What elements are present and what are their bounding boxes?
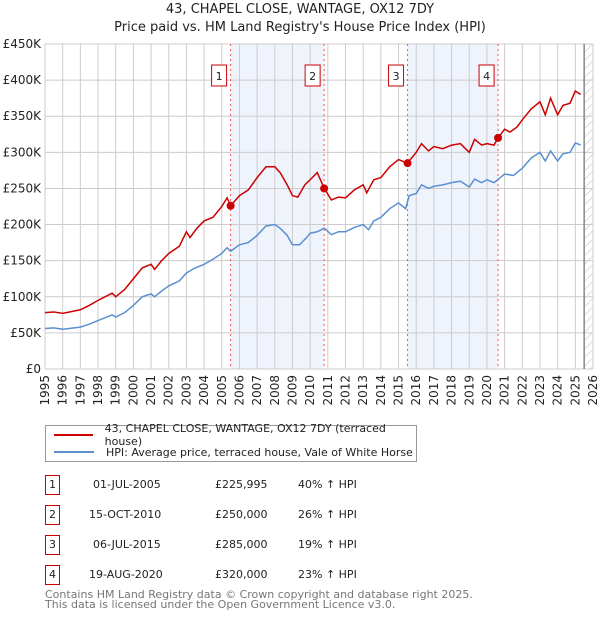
- x-tick-label: 1999: [109, 375, 123, 406]
- y-tick-label: £0: [26, 362, 41, 376]
- footer-copyright: Contains HM Land Registry data © Crown c…: [45, 588, 473, 601]
- sale-date: 15-OCT-2010: [89, 508, 162, 521]
- sale-label-box: [304, 64, 321, 87]
- sale-period-shade: [230, 44, 325, 369]
- sale-label-number: 1: [216, 70, 223, 83]
- sale-hpi-change: 26% ↑ HPI: [298, 508, 357, 521]
- x-tick-label: 2026: [586, 375, 600, 406]
- x-tick-label: 2016: [409, 375, 423, 406]
- x-tick-label: 2011: [321, 375, 335, 406]
- legend-item-hpi: HPI: Average price, terraced house, Vale…: [54, 444, 413, 460]
- sale-number-badge: 3: [45, 535, 60, 555]
- property-price-line: [44, 89, 582, 315]
- x-tick-label: 2005: [215, 375, 229, 406]
- legend-item-property: 43, CHAPEL CLOSE, WANTAGE, OX12 7DY (ter…: [54, 422, 416, 448]
- x-tick-label: 1995: [38, 375, 52, 406]
- chart-title: 43, CHAPEL CLOSE, WANTAGE, OX12 7DY: [165, 2, 435, 17]
- x-tick-label: 2006: [232, 375, 246, 406]
- sale-price: £250,000: [215, 508, 268, 521]
- footer-licence: This data is licensed under the Open Gov…: [45, 598, 396, 611]
- sale-price: £225,995: [215, 478, 268, 491]
- x-tick-label: 2024: [551, 375, 565, 406]
- sale-point: [494, 133, 503, 142]
- y-tick-label: £300K: [3, 145, 43, 159]
- sale-date: 19-AUG-2020: [89, 568, 163, 581]
- sale-price: £320,000: [215, 568, 268, 581]
- x-tick-label: 2001: [144, 375, 158, 406]
- sale-label-box: [211, 64, 228, 87]
- y-tick-label: £200K: [3, 218, 43, 232]
- x-tick-label: 2022: [515, 375, 529, 406]
- x-tick-label: 2013: [356, 375, 370, 406]
- sale-label-box: [478, 64, 495, 87]
- sale-point: [320, 184, 329, 193]
- sale-label-number: 3: [393, 70, 400, 83]
- x-tick-label: 2007: [250, 375, 264, 406]
- x-tick-label: 2020: [480, 375, 494, 406]
- x-tick-label: 2004: [197, 375, 211, 406]
- y-tick-label: £350K: [3, 109, 43, 123]
- y-tick-label: £150K: [3, 254, 43, 268]
- y-tick-label: £400K: [3, 73, 43, 87]
- sale-label-number: 2: [309, 70, 316, 83]
- sale-number-badge: 4: [45, 565, 60, 585]
- legend-label-hpi: HPI: Average price, terraced house, Vale…: [106, 445, 413, 459]
- sale-hpi-change: 19% ↑ HPI: [298, 538, 357, 551]
- x-tick-label: 2009: [285, 375, 299, 406]
- hpi-line: [44, 142, 581, 331]
- x-tick-label: 2017: [427, 375, 441, 406]
- forecast-hatch: [584, 44, 593, 369]
- x-tick-label: 2012: [339, 375, 353, 406]
- x-tick-label: 2014: [374, 375, 388, 406]
- price-chart: £0 £50K £100K £150K £200K £250K £300K £350K £400…: [3, 37, 600, 406]
- x-tick-label: 2023: [533, 375, 547, 406]
- x-tick-label: 1998: [91, 375, 105, 406]
- x-tick-label: 1997: [73, 375, 87, 406]
- x-tick-label: 2015: [392, 375, 406, 406]
- x-tick-label: 1996: [56, 375, 70, 406]
- x-tick-label: 2010: [303, 375, 317, 406]
- sale-hpi-change: 40% ↑ HPI: [298, 478, 357, 491]
- sale-number-badge: 1: [45, 475, 60, 495]
- sale-label-number: 4: [483, 70, 490, 83]
- x-tick-label: 2018: [445, 375, 459, 406]
- sale-price: £285,000: [215, 538, 268, 551]
- sale-label-box: [388, 64, 405, 87]
- sale-hpi-change: 23% ↑ HPI: [298, 568, 357, 581]
- x-tick-label: 2025: [568, 375, 582, 406]
- legend: 43, CHAPEL CLOSE, WANTAGE, OX12 7DY (ter…: [45, 422, 417, 462]
- legend-swatch-property: [54, 434, 93, 436]
- legend-swatch-hpi: [54, 451, 94, 453]
- y-tick-label: £250K: [3, 181, 43, 195]
- x-tick-label: 2000: [126, 375, 140, 406]
- x-tick-label: 2019: [462, 375, 476, 406]
- y-tick-label: £50K: [10, 326, 42, 340]
- sale-point: [226, 201, 235, 210]
- x-tick-label: 2021: [498, 375, 512, 406]
- sale-period-shade: [407, 44, 499, 369]
- y-tick-label: £450K: [3, 37, 43, 51]
- x-tick-label: 2003: [179, 375, 193, 406]
- sale-date: 01-JUL-2005: [93, 478, 161, 491]
- sale-number-badge: 2: [45, 505, 60, 525]
- x-tick-label: 2008: [268, 375, 282, 406]
- x-tick-label: 2002: [162, 375, 176, 406]
- sale-date: 06-JUL-2015: [93, 538, 161, 551]
- legend-label-property: 43, CHAPEL CLOSE, WANTAGE, OX12 7DY (ter…: [104, 422, 386, 448]
- y-tick-label: £100K: [3, 290, 43, 304]
- chart-subtitle: Price paid vs. HM Land Registry's House …: [114, 20, 486, 35]
- sale-point: [403, 159, 412, 168]
